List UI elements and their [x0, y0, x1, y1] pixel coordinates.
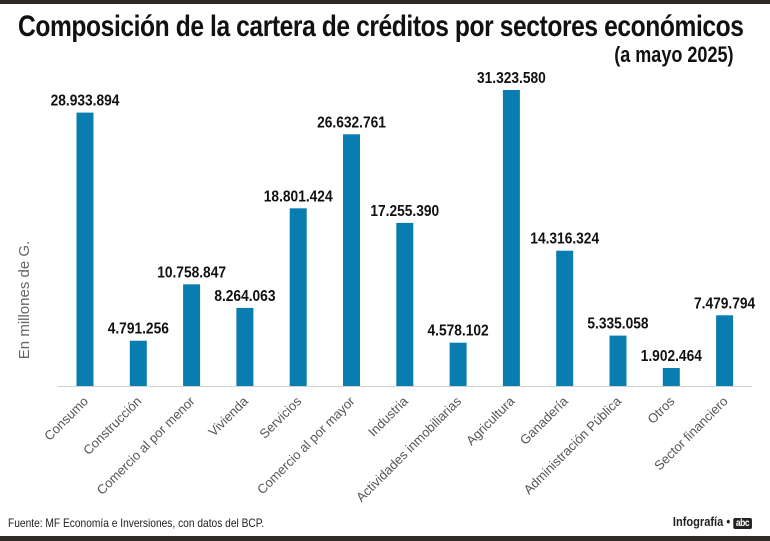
- bar: [609, 335, 627, 386]
- data-label: 4.578.102: [428, 322, 489, 340]
- data-label: 18.801.424: [264, 187, 333, 205]
- data-label: 7.479.794: [694, 294, 756, 312]
- bar: [449, 342, 467, 386]
- category-label: Servicios: [256, 393, 304, 441]
- data-label: 17.255.390: [370, 202, 439, 220]
- bar: [343, 134, 360, 386]
- credit: Infografía • abc: [673, 514, 752, 529]
- category-label: Otros: [644, 393, 677, 426]
- bar: [556, 250, 574, 386]
- data-label: 28.933.894: [51, 92, 120, 110]
- data-label: 14.316.324: [530, 230, 599, 248]
- data-label: 5.335.058: [587, 315, 648, 333]
- credit-label: Infografía •: [673, 514, 731, 529]
- abc-logo-icon: abc: [733, 518, 752, 529]
- data-label: 26.632.761: [317, 113, 386, 131]
- top-border: [0, 0, 770, 4]
- category-label: Agricultura: [463, 393, 518, 448]
- bar: [716, 315, 734, 386]
- category-label: Comercio al por menor: [94, 393, 199, 498]
- bottom-border: [0, 536, 770, 541]
- category-label: Comercio al por mayor: [254, 393, 358, 497]
- data-label: 8.264.063: [214, 287, 275, 305]
- bar: [502, 90, 520, 386]
- bar: [289, 208, 307, 386]
- bar: [396, 222, 414, 386]
- data-label: 31.323.580: [477, 69, 546, 87]
- bar: [129, 340, 147, 386]
- data-label: 1.902.464: [641, 347, 703, 365]
- data-label: 4.791.256: [108, 320, 169, 338]
- category-label: Administración Pública: [521, 393, 625, 497]
- category-label: Vivienda: [205, 393, 251, 439]
- bar: [183, 284, 201, 386]
- category-label: Consumo: [41, 394, 91, 444]
- data-label: 10.758.847: [157, 263, 226, 281]
- chart-subtitle: (a mayo 2025): [614, 42, 734, 67]
- source-note: Fuente: MF Economía e Inversiones, con d…: [8, 516, 265, 530]
- category-label: Industria: [365, 393, 411, 439]
- category-label: Ganadería: [517, 393, 572, 448]
- category-label: Actividades inmobiliarias: [353, 393, 465, 505]
- bar: [236, 307, 254, 386]
- chart-title: Composición de la cartera de créditos po…: [18, 10, 744, 43]
- bar: [662, 368, 680, 386]
- bar: [76, 112, 94, 386]
